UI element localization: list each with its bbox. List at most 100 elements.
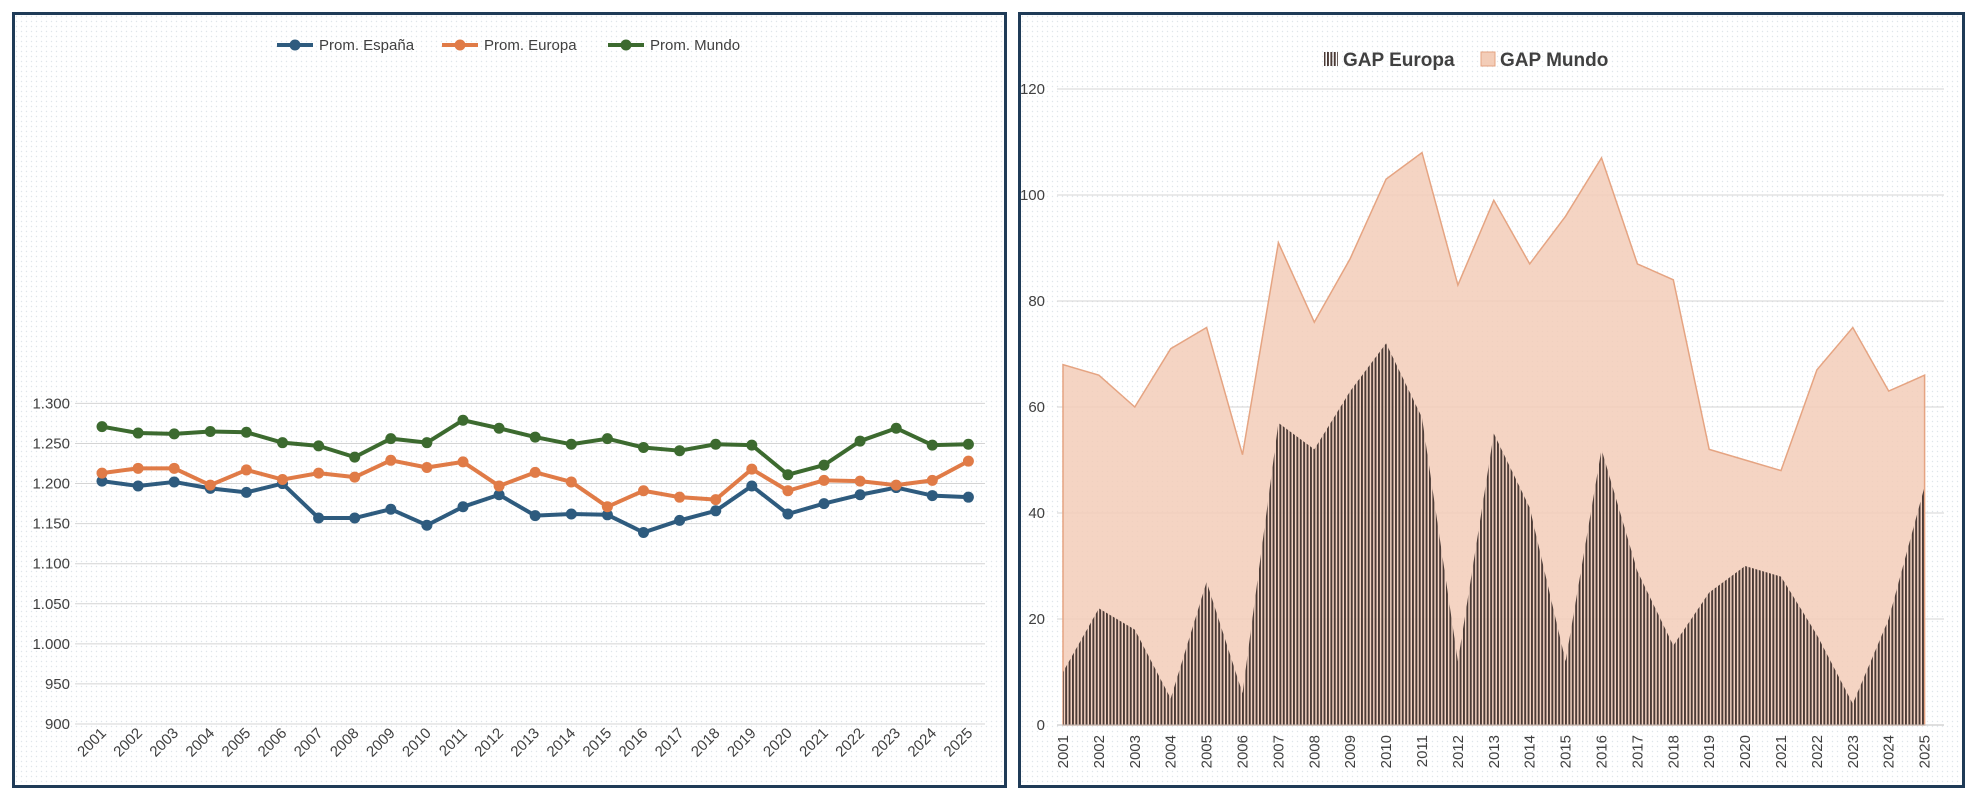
y-tick-label: 40 bbox=[1028, 505, 1045, 522]
legend-swatch-marker bbox=[289, 39, 301, 51]
legend-swatch-marker bbox=[454, 39, 466, 51]
data-point-prom-europa bbox=[854, 475, 866, 487]
legend-swatch-gap-europa bbox=[1324, 52, 1338, 66]
data-point-prom-espana bbox=[349, 512, 361, 524]
data-point-prom-mundo bbox=[926, 439, 938, 451]
x-tick-label: 2016 bbox=[1594, 735, 1611, 768]
data-point-prom-espana bbox=[962, 491, 974, 503]
x-tick-label: 2025 bbox=[1917, 735, 1934, 768]
y-tick-label: 950 bbox=[45, 676, 70, 693]
y-tick-label: 1.050 bbox=[32, 596, 70, 613]
data-point-prom-mundo bbox=[962, 438, 974, 450]
data-point-prom-espana bbox=[638, 526, 649, 538]
data-point-prom-espana bbox=[493, 489, 505, 501]
data-point-prom-europa bbox=[565, 476, 577, 488]
data-point-prom-mundo bbox=[529, 431, 541, 443]
data-point-prom-europa bbox=[277, 474, 288, 486]
legend-label: Prom. España bbox=[319, 37, 415, 54]
y-tick-label: 1.200 bbox=[32, 476, 70, 493]
x-tick-label: 2024 bbox=[1881, 735, 1898, 768]
data-point-prom-espana bbox=[457, 501, 469, 513]
data-point-prom-mundo bbox=[638, 441, 649, 453]
line-chart-panel: 900 950 1.000 1.050 1.100 1.150 1.200 1.250 1.30… bbox=[12, 12, 1007, 788]
data-point-prom-mundo bbox=[168, 428, 180, 440]
y-tick-label: 1.250 bbox=[32, 435, 70, 452]
data-point-prom-europa bbox=[782, 485, 794, 497]
data-point-prom-mundo bbox=[240, 426, 252, 438]
legend-swatch-gap-mundo bbox=[1480, 51, 1496, 67]
data-point-prom-mundo bbox=[493, 422, 505, 434]
y-tick-label: 20 bbox=[1028, 611, 1045, 628]
x-tick-label: 2007 bbox=[1270, 735, 1287, 768]
data-point-prom-mundo bbox=[565, 438, 577, 450]
data-point-prom-europa bbox=[529, 466, 541, 478]
data-point-prom-europa bbox=[313, 467, 325, 479]
data-point-prom-espana bbox=[96, 475, 108, 487]
data-point-prom-espana bbox=[313, 512, 325, 524]
data-point-prom-europa bbox=[349, 471, 361, 483]
x-tick-label: 2014 bbox=[1522, 735, 1539, 768]
y-tick-label: 1.000 bbox=[32, 636, 70, 653]
x-tick-label: 2004 bbox=[1163, 735, 1180, 768]
data-point-prom-europa bbox=[962, 455, 974, 467]
data-point-prom-espana bbox=[926, 490, 938, 502]
y-tick-label: 1.150 bbox=[32, 516, 70, 533]
data-point-prom-espana bbox=[132, 480, 144, 492]
y-tick-label: 60 bbox=[1028, 399, 1045, 416]
data-point-prom-mundo bbox=[204, 425, 216, 437]
data-point-prom-europa bbox=[674, 491, 686, 503]
data-point-prom-espana bbox=[782, 508, 794, 520]
x-tick-label: 2018 bbox=[1665, 735, 1682, 768]
chart-background bbox=[15, 15, 1004, 785]
data-point-prom-mundo bbox=[601, 433, 613, 445]
data-point-prom-europa bbox=[240, 464, 252, 476]
data-point-prom-europa bbox=[457, 456, 469, 468]
data-point-prom-europa bbox=[710, 494, 722, 506]
x-tick-label: 2020 bbox=[1737, 735, 1754, 768]
y-tick-label: 1.300 bbox=[32, 395, 70, 412]
data-point-prom-mundo bbox=[313, 440, 325, 452]
data-point-prom-europa bbox=[132, 462, 144, 474]
y-tick-label: 0 bbox=[1037, 717, 1045, 734]
area-chart: 0 20 40 60 80 100 120 2001 2002 2003 2004 2005 2006 2… bbox=[1021, 15, 1962, 785]
x-tick-label: 2010 bbox=[1378, 735, 1395, 768]
line-chart: 900 950 1.000 1.050 1.100 1.150 1.200 1.250 1.30… bbox=[15, 15, 1004, 785]
data-point-prom-europa bbox=[421, 462, 433, 474]
data-point-prom-mundo bbox=[421, 437, 433, 449]
area-gap-europa bbox=[1063, 343, 1925, 725]
data-point-prom-espana bbox=[710, 505, 722, 517]
data-point-prom-espana bbox=[746, 480, 758, 492]
x-tick-label: 2015 bbox=[1558, 735, 1575, 768]
y-tick-label: 1.100 bbox=[32, 556, 70, 573]
x-tick-label: 2009 bbox=[1342, 735, 1359, 768]
data-point-prom-mundo bbox=[277, 437, 288, 449]
legend-swatch-marker bbox=[620, 39, 632, 51]
x-tick-label: 2006 bbox=[1235, 735, 1252, 768]
gridlines bbox=[75, 402, 985, 725]
data-point-prom-mundo bbox=[818, 459, 830, 471]
data-point-prom-europa bbox=[746, 463, 758, 475]
data-point-prom-europa bbox=[601, 501, 613, 513]
x-tick-label: 2008 bbox=[1306, 735, 1323, 768]
x-tick-label: 2021 bbox=[1773, 735, 1790, 768]
x-tick-label: 2011 bbox=[1414, 735, 1431, 767]
data-point-prom-mundo bbox=[132, 427, 144, 439]
data-point-prom-espana bbox=[421, 519, 433, 531]
x-tick-label: 2017 bbox=[1629, 735, 1646, 768]
legend-label: Prom. Mundo bbox=[650, 37, 740, 54]
y-tick-label: 100 bbox=[1021, 187, 1045, 204]
data-point-prom-europa bbox=[818, 474, 830, 486]
data-point-prom-espana bbox=[818, 498, 830, 510]
data-point-prom-espana bbox=[854, 489, 866, 501]
data-point-prom-mundo bbox=[890, 422, 902, 434]
y-tick-label: 900 bbox=[45, 716, 70, 733]
data-point-prom-europa bbox=[96, 467, 108, 479]
data-point-prom-europa bbox=[493, 480, 505, 492]
area-chart-panel: 0 20 40 60 80 100 120 2001 2002 2003 2004 2005 2006 2… bbox=[1018, 12, 1965, 788]
data-point-prom-mundo bbox=[96, 421, 108, 433]
x-tick-label: 2005 bbox=[1199, 735, 1216, 768]
data-point-prom-mundo bbox=[710, 438, 722, 450]
data-point-prom-mundo bbox=[349, 451, 361, 463]
data-point-prom-europa bbox=[385, 454, 397, 466]
data-point-prom-mundo bbox=[385, 433, 397, 445]
